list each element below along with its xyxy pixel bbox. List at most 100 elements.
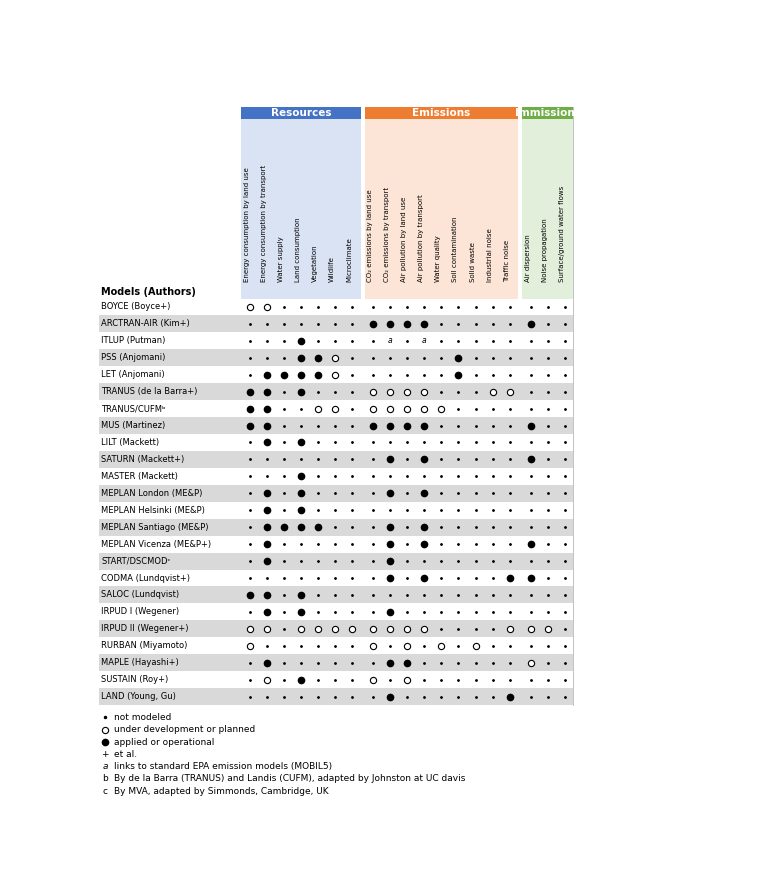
Text: TRANUS/CUFMᵇ: TRANUS/CUFMᵇ [101,404,166,413]
FancyBboxPatch shape [365,285,518,298]
Text: ITLUP (Putman): ITLUP (Putman) [101,337,166,346]
Text: Noise propagation: Noise propagation [542,217,548,282]
FancyBboxPatch shape [522,654,573,671]
Text: SATURN (Mackett+): SATURN (Mackett+) [101,455,185,464]
Text: MEPLAN Santiago (ME&P): MEPLAN Santiago (ME&P) [101,523,209,531]
Text: applied or operational: applied or operational [114,738,215,746]
FancyBboxPatch shape [99,587,242,603]
Text: a: a [388,337,393,346]
FancyBboxPatch shape [99,587,573,603]
FancyBboxPatch shape [365,383,518,400]
FancyBboxPatch shape [365,518,518,536]
FancyBboxPatch shape [99,654,242,671]
Text: LAND (Young, Gu): LAND (Young, Gu) [101,692,176,701]
Text: Models (Authors): Models (Authors) [101,287,196,296]
FancyBboxPatch shape [522,620,573,638]
Text: IRPUD I (Wegener): IRPUD I (Wegener) [101,608,179,617]
FancyBboxPatch shape [99,485,573,502]
Text: By de la Barra (TRANUS) and Landis (CUFM), adapted by Johnston at UC davis: By de la Barra (TRANUS) and Landis (CUFM… [114,774,466,783]
FancyBboxPatch shape [522,518,573,536]
Text: Wildlife: Wildlife [329,256,335,282]
FancyBboxPatch shape [99,451,242,468]
Text: Energy consumption by transport: Energy consumption by transport [261,164,267,282]
Text: TRANUS (de la Barra+): TRANUS (de la Barra+) [101,387,198,396]
FancyBboxPatch shape [242,553,361,569]
FancyBboxPatch shape [99,316,573,332]
FancyBboxPatch shape [522,553,573,569]
FancyBboxPatch shape [99,518,573,536]
FancyBboxPatch shape [99,383,242,400]
FancyBboxPatch shape [365,349,518,367]
FancyBboxPatch shape [99,688,573,705]
Text: et al.: et al. [114,750,138,759]
FancyBboxPatch shape [99,553,573,569]
Text: BOYCE (Boyce+): BOYCE (Boyce+) [101,303,170,311]
FancyBboxPatch shape [99,316,242,332]
FancyBboxPatch shape [365,553,518,569]
Text: IRPUD II (Wegener+): IRPUD II (Wegener+) [101,624,188,633]
FancyBboxPatch shape [242,518,361,536]
FancyBboxPatch shape [242,107,361,119]
FancyBboxPatch shape [99,383,573,400]
Text: Water supply: Water supply [278,236,284,282]
FancyBboxPatch shape [242,587,361,603]
Text: MAPLE (Hayashi+): MAPLE (Hayashi+) [101,659,179,667]
FancyBboxPatch shape [99,349,573,367]
FancyBboxPatch shape [99,620,573,638]
FancyBboxPatch shape [242,119,361,285]
Text: Vegetation: Vegetation [312,244,318,282]
Text: c: c [103,787,108,795]
FancyBboxPatch shape [242,620,361,638]
FancyBboxPatch shape [365,620,518,638]
Text: ARCTRAN-AIR (Kim+): ARCTRAN-AIR (Kim+) [101,319,190,328]
FancyBboxPatch shape [365,417,518,434]
FancyBboxPatch shape [522,688,573,705]
Text: Land consumption: Land consumption [295,217,301,282]
FancyBboxPatch shape [99,654,573,671]
Text: Air pollution by land use: Air pollution by land use [401,196,407,282]
FancyBboxPatch shape [365,485,518,502]
FancyBboxPatch shape [522,383,573,400]
Text: MUS (Martinez): MUS (Martinez) [101,421,166,430]
Text: Industrial noise: Industrial noise [486,228,492,282]
FancyBboxPatch shape [365,316,518,332]
Text: Resources: Resources [271,108,331,118]
Text: RURBAN (Miyamoto): RURBAN (Miyamoto) [101,641,188,650]
Text: Emissions: Emissions [412,108,470,118]
Text: Microclimate: Microclimate [347,237,353,282]
FancyBboxPatch shape [365,654,518,671]
FancyBboxPatch shape [365,587,518,603]
Text: Immissions: Immissions [515,108,581,118]
Text: START/DSCMODᶜ: START/DSCMODᶜ [101,557,171,566]
FancyBboxPatch shape [522,316,573,332]
Text: Surface/ground water flows: Surface/ground water flows [559,185,565,282]
Text: CO₂ emissions by transport: CO₂ emissions by transport [385,187,391,282]
FancyBboxPatch shape [522,485,573,502]
FancyBboxPatch shape [99,620,242,638]
Text: PSS (Anjomani): PSS (Anjomani) [101,353,166,362]
FancyBboxPatch shape [242,383,361,400]
Text: Air pollution by transport: Air pollution by transport [418,194,424,282]
FancyBboxPatch shape [522,107,573,119]
FancyBboxPatch shape [365,107,518,119]
FancyBboxPatch shape [99,417,573,434]
Text: LILT (Mackett): LILT (Mackett) [101,438,160,447]
FancyBboxPatch shape [99,349,242,367]
Text: Solid waste: Solid waste [470,242,476,282]
Text: under development or planned: under development or planned [114,725,255,734]
FancyBboxPatch shape [99,518,242,536]
Text: Traffic noise: Traffic noise [504,239,510,282]
FancyBboxPatch shape [522,587,573,603]
FancyBboxPatch shape [242,285,361,298]
FancyBboxPatch shape [99,485,242,502]
Text: By MVA, adapted by Simmonds, Cambridge, UK: By MVA, adapted by Simmonds, Cambridge, … [114,787,329,795]
FancyBboxPatch shape [522,451,573,468]
FancyBboxPatch shape [365,119,518,285]
FancyBboxPatch shape [99,553,242,569]
FancyBboxPatch shape [242,349,361,367]
FancyBboxPatch shape [365,451,518,468]
FancyBboxPatch shape [365,688,518,705]
Text: MEPLAN Helsinki (ME&P): MEPLAN Helsinki (ME&P) [101,506,205,515]
FancyBboxPatch shape [242,417,361,434]
Text: LET (Anjomani): LET (Anjomani) [101,370,165,379]
